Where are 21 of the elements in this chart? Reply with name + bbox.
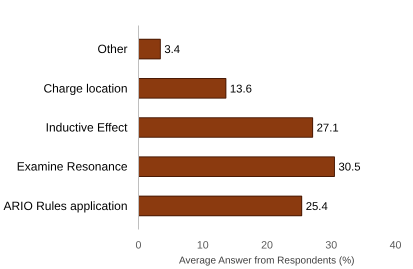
x-tick-label: 0 (136, 240, 142, 252)
bar (138, 78, 226, 99)
x-axis-title: Average Answer from Respondents (%) (178, 256, 354, 266)
bar (138, 196, 302, 216)
bar (138, 156, 335, 178)
data-label: 13.6 (230, 83, 252, 96)
y-tick-label: Charge location (43, 81, 128, 96)
data-label: 3.4 (164, 44, 180, 56)
y-tick-label: Other (97, 42, 128, 56)
y-tick-label: Examine Resonance (16, 160, 128, 174)
bar (138, 117, 314, 138)
x-tick-label: 30 (325, 240, 338, 252)
x-tick-label: 20 (261, 240, 273, 252)
x-tick-label: 10 (196, 240, 209, 252)
bar (138, 38, 161, 60)
y-tick-label: Inductive Effect (46, 120, 128, 134)
data-label: 30.5 (338, 162, 361, 174)
x-tick-label: 40 (390, 240, 402, 252)
data-label: 27.1 (316, 122, 339, 134)
data-label: 25.4 (306, 200, 328, 213)
y-tick-label: ARIO Rules application (3, 198, 128, 213)
